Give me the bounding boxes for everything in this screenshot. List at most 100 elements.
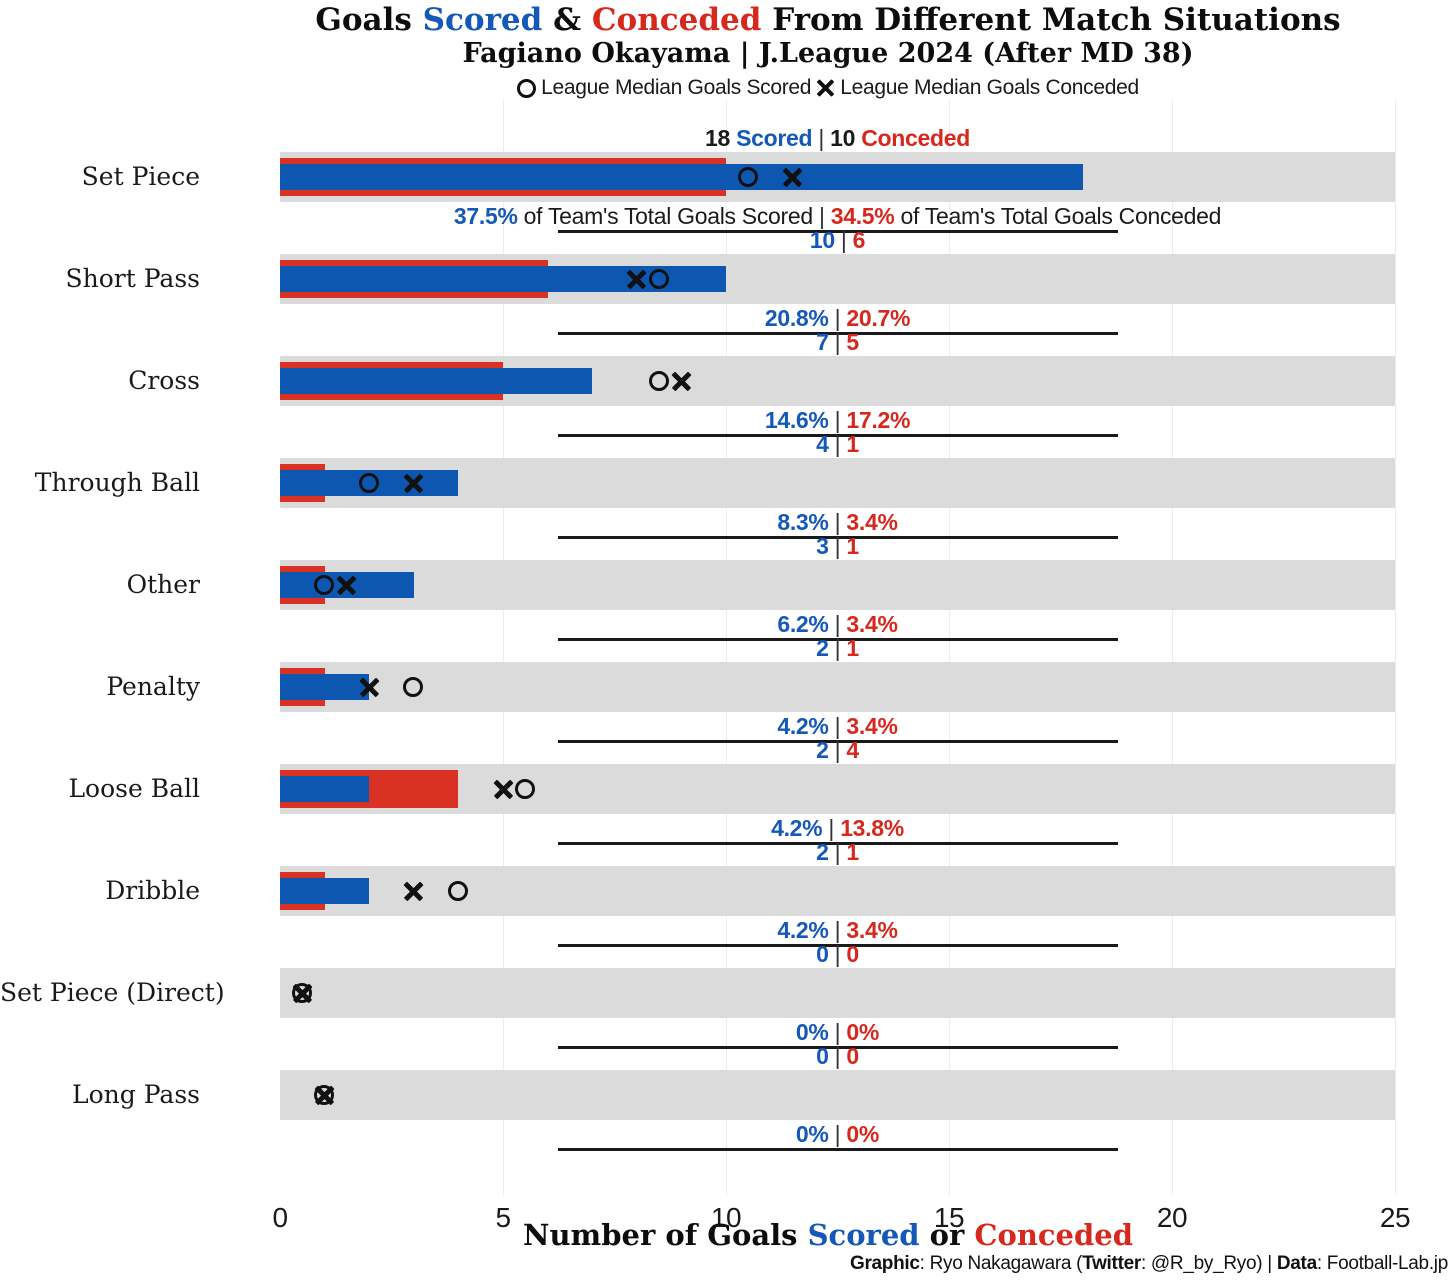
median-scored-legend-icon (517, 78, 537, 98)
x-tick-label: 0 (272, 1202, 288, 1233)
x-tick-label: 10 (710, 1202, 742, 1233)
row-counts-label: 4 | 1 (816, 431, 859, 457)
category-label: Penalty (106, 672, 200, 701)
footer-segment: : Ryo Nakagawara ( (919, 1253, 1083, 1274)
x-tick-label: 15 (933, 1202, 965, 1233)
median-scored-marker (314, 574, 335, 595)
row-counts-label: 0 | 0 (816, 1043, 859, 1069)
category-label: Through Ball (34, 468, 200, 497)
footer-segment: : Football-Lab.jp (1316, 1253, 1448, 1274)
category-label: Loose Ball (68, 774, 200, 803)
row-percentage-label: 4.2% | 13.8% (771, 815, 904, 841)
scored-bar (280, 878, 370, 904)
row-divider-line (558, 1148, 1118, 1151)
title-part: Goals (315, 2, 423, 38)
footer-segment: Twitter (1082, 1253, 1141, 1274)
gridline (503, 100, 504, 1195)
median-conceded-marker (359, 677, 380, 698)
category-label: Set Piece (Direct) (0, 978, 225, 1007)
row-background-bar (280, 662, 1395, 712)
x-tick-label: 25 (1379, 1202, 1411, 1233)
row-counts-label: 2 | 4 (816, 737, 859, 763)
row-counts-label: 2 | 1 (816, 635, 859, 661)
title-scored-word: Scored (422, 2, 543, 38)
gridline (1395, 100, 1396, 1195)
row-counts-label: 0 | 0 (816, 941, 859, 967)
category-label: Other (126, 570, 200, 599)
scored-bar (280, 368, 593, 394)
row-background-bar (280, 968, 1395, 1018)
row-divider-line (558, 434, 1118, 437)
chart-subtitle: Fagiano Okayama | J.League 2024 (After M… (462, 38, 1194, 69)
median-scored-marker (648, 370, 669, 391)
row-counts-label: 7 | 5 (816, 329, 859, 355)
gridline (1172, 100, 1173, 1195)
row-counts-label: 3 | 1 (816, 533, 859, 559)
gridline (726, 100, 727, 1195)
row-divider-line (558, 230, 1118, 233)
row-divider-line (558, 1046, 1118, 1049)
median-conceded-marker (782, 167, 803, 188)
x-tick-label: 20 (1156, 1202, 1188, 1233)
category-label: Short Pass (65, 264, 201, 293)
row-percentage-label: 20.8% | 20.7% (764, 305, 911, 331)
median-scored-marker (358, 472, 379, 493)
title-part: From Different Match Situations (761, 2, 1341, 38)
title-part: & (542, 2, 592, 38)
row-divider-line (558, 842, 1118, 845)
legend-scored-label: League Median Goals Scored (541, 76, 812, 99)
median-scored-marker (403, 676, 424, 697)
axis-label-scored-word: Scored (807, 1218, 920, 1252)
category-label: Dribble (105, 876, 200, 905)
row-counts-label: 2 | 1 (816, 839, 859, 865)
chart-title: Goals Scored & Conceded From Different M… (160, 3, 1456, 37)
scored-bar (280, 776, 370, 802)
row-percentage-label: 6.2% | 3.4% (777, 611, 898, 637)
x-tick-label: 5 (495, 1202, 511, 1233)
row-background-bar (280, 458, 1395, 508)
title-conceded-word: Conceded (591, 2, 762, 38)
median-conceded-marker (626, 269, 647, 290)
row-background-bar (280, 764, 1395, 814)
row-divider-line (558, 638, 1118, 641)
row-divider-line (558, 332, 1118, 335)
median-conceded-marker (671, 371, 692, 392)
median-scored-marker (737, 166, 758, 187)
median-scored-marker (514, 778, 535, 799)
median-conceded-marker (314, 1085, 335, 1106)
row-counts-label: 10 | 6 (809, 227, 866, 253)
row-background-bar (280, 1070, 1395, 1120)
scored-bar (280, 674, 370, 700)
row-percentage-label: 8.3% | 3.4% (777, 509, 898, 535)
legend-conceded-label: League Median Goals Conceded (840, 76, 1139, 99)
category-label: Cross (128, 366, 200, 395)
median-scored-marker (648, 268, 669, 289)
row-counts-label: 18 Scored | 10 Conceded (705, 125, 970, 151)
row-percentage-label: 4.2% | 3.4% (777, 917, 898, 943)
axis-label-conceded-word: Conceded (974, 1218, 1134, 1252)
scored-bar (280, 164, 1083, 190)
row-percentage-label: 14.6% | 17.2% (764, 407, 911, 433)
footer-segment: Graphic (849, 1253, 920, 1274)
credits-footer: Graphic: Ryo Nakagawara (Twitter: @R_by_… (850, 1253, 1448, 1275)
row-divider-line (558, 944, 1118, 947)
category-label: Set Piece (81, 162, 200, 191)
median-scored-marker (447, 880, 468, 901)
footer-segment: Data (1276, 1253, 1317, 1274)
row-percentage-label: 4.2% | 3.4% (777, 713, 898, 739)
row-percentage-label: 0% | 0% (795, 1121, 880, 1147)
median-conceded-marker (292, 983, 313, 1004)
row-divider-line (558, 740, 1118, 743)
axis-label-part: or (919, 1218, 975, 1252)
median-conceded-marker (336, 575, 357, 596)
median-conceded-marker (403, 473, 424, 494)
median-conceded-legend-icon (816, 79, 835, 98)
median-conceded-marker (403, 881, 424, 902)
row-background-bar (280, 560, 1395, 610)
row-percentage-label: 0% | 0% (795, 1019, 880, 1045)
legend: League Median Goals Scored League Median… (160, 76, 1456, 100)
footer-segment: : @R_by_Ryo) | (1140, 1253, 1277, 1274)
row-divider-line (558, 536, 1118, 539)
category-label: Long Pass (72, 1080, 200, 1109)
